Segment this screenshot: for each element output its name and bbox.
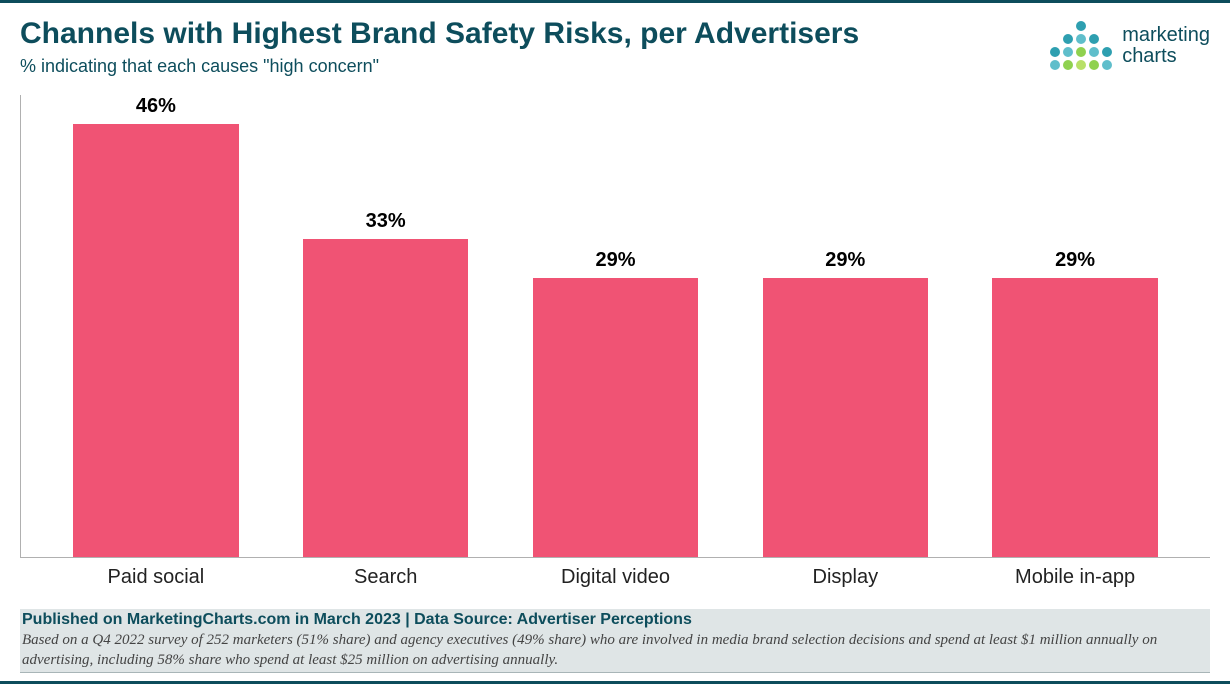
footer-source: Published on MarketingCharts.com in Marc…	[22, 611, 1204, 629]
bar-chart: 46% 33% 29% 29% 29%	[20, 95, 1210, 559]
bar-value-label: 29%	[595, 249, 635, 272]
bar	[303, 239, 468, 557]
bar-slot: 33%	[271, 95, 501, 558]
chart-subtitle: % indicating that each causes "high conc…	[20, 56, 1030, 77]
x-axis-category: Search	[271, 566, 501, 589]
chart-frame: Channels with Highest Brand Safety Risks…	[0, 0, 1230, 684]
x-axis-labels: Paid socialSearchDigital videoDisplayMob…	[20, 558, 1210, 589]
bar	[763, 278, 928, 557]
chart-title: Channels with Highest Brand Safety Risks…	[20, 17, 1030, 52]
bar-value-label: 46%	[136, 95, 176, 118]
footer: Published on MarketingCharts.com in Marc…	[20, 609, 1210, 673]
bar-value-label: 29%	[1055, 249, 1095, 272]
x-axis-category: Mobile in-app	[960, 566, 1190, 589]
x-axis-category: Display	[730, 566, 960, 589]
logo-text: marketing charts	[1122, 25, 1210, 67]
bar-value-label: 29%	[825, 249, 865, 272]
logo-dots-icon	[1050, 21, 1112, 70]
footer-note: Based on a Q4 2022 survey of 252 markete…	[22, 631, 1204, 670]
bar	[73, 124, 238, 558]
logo-text-line2: charts	[1122, 46, 1210, 67]
bar-value-label: 33%	[366, 210, 406, 233]
x-axis-category: Digital video	[501, 566, 731, 589]
bar	[992, 278, 1157, 557]
bar	[533, 278, 698, 557]
header: Channels with Highest Brand Safety Risks…	[20, 17, 1210, 77]
title-block: Channels with Highest Brand Safety Risks…	[20, 17, 1030, 77]
x-axis-category: Paid social	[41, 566, 271, 589]
brand-logo: marketing charts	[1050, 17, 1210, 70]
logo-text-line1: marketing	[1122, 25, 1210, 46]
bar-slot: 29%	[960, 95, 1190, 558]
bar-slot: 29%	[501, 95, 731, 558]
bar-slot: 46%	[41, 95, 271, 558]
bar-slot: 29%	[730, 95, 960, 558]
